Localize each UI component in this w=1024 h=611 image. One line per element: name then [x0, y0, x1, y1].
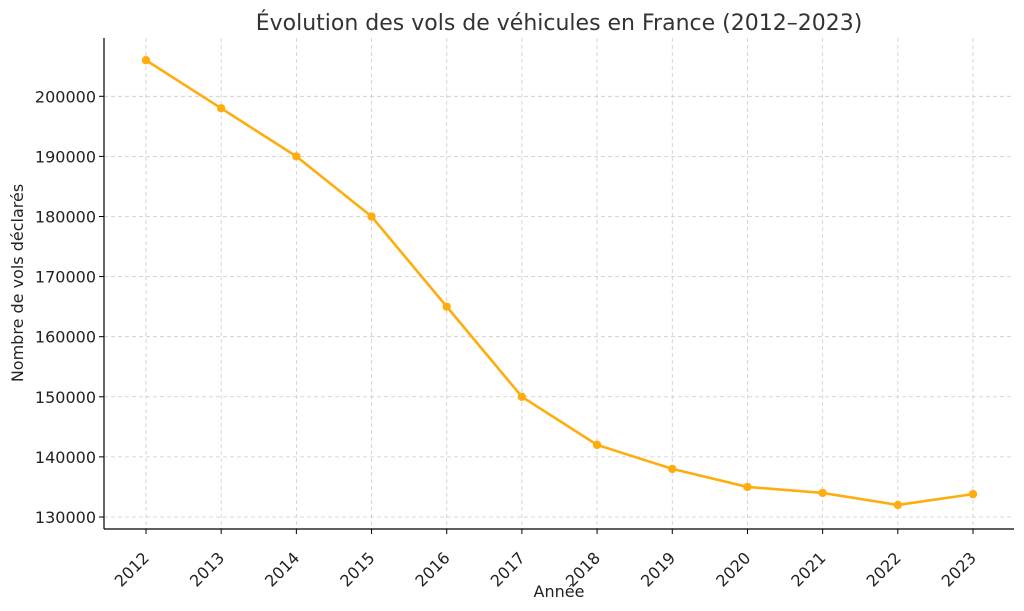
x-tick-label: 2022 — [863, 548, 905, 590]
data-point — [141, 56, 151, 65]
x-axis-label: Année — [534, 582, 585, 601]
x-tick-label: 2016 — [411, 548, 453, 590]
chart-title: Évolution des vols de véhicules en Franc… — [256, 10, 863, 36]
data-point — [292, 152, 301, 161]
ticks-layer: 130000 140000 150000 160000 170000 180000 1900… — [35, 87, 980, 590]
data-point — [592, 440, 602, 450]
data-point — [442, 302, 451, 311]
y-tick-label: 180000 — [35, 207, 96, 226]
grid-layer — [104, 38, 1014, 529]
x-tick-label: 2019 — [637, 548, 679, 590]
y-tick-label: 130000 — [35, 508, 96, 527]
y-tick-label: 190000 — [35, 147, 96, 166]
x-tick-label: 2021 — [787, 548, 829, 590]
y-tick-label: 140000 — [35, 448, 96, 467]
data-point — [968, 489, 978, 499]
data-point — [668, 464, 677, 474]
axes-layer — [103, 38, 1014, 530]
x-tick-label: 2013 — [186, 548, 228, 590]
x-tick-label: 2015 — [336, 548, 378, 590]
x-tick-label: 2014 — [261, 548, 303, 590]
y-tick-label: 150000 — [35, 388, 96, 407]
x-tick-label: 2012 — [111, 548, 153, 590]
series-line — [144, 58, 975, 507]
y-tick-label: 170000 — [35, 268, 96, 287]
data-point — [818, 488, 827, 498]
x-tick-label: 2023 — [938, 548, 980, 590]
data-point — [743, 482, 752, 492]
data-point — [517, 392, 527, 401]
data-point — [367, 212, 376, 221]
x-tick-label: 2017 — [487, 548, 529, 590]
y-tick-label: 200000 — [35, 87, 96, 106]
series-layer — [141, 56, 978, 510]
data-point — [893, 500, 903, 510]
y-tick-label: 160000 — [35, 328, 96, 347]
y-axis-label: Nombre de vols déclarés — [8, 184, 27, 382]
x-tick-label: 2020 — [712, 548, 754, 590]
data-point — [216, 104, 226, 113]
